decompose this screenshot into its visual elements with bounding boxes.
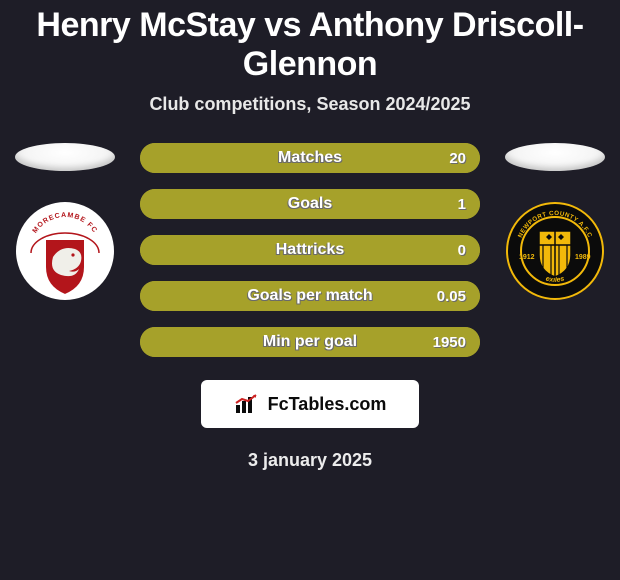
stat-row: Matches 20	[140, 143, 480, 173]
club-crest-left: MORECAMBE FC	[15, 201, 115, 301]
svg-text:1989: 1989	[575, 254, 591, 261]
left-player-column: MORECAMBE FC	[5, 143, 125, 301]
brand-box: FcTables.com	[201, 380, 419, 428]
date-label: 3 january 2025	[0, 450, 620, 471]
stat-value-right: 1950	[433, 327, 466, 357]
stat-value-right: 1	[458, 189, 466, 219]
chart-icon	[234, 393, 262, 415]
stat-label: Goals per match	[247, 287, 372, 305]
stat-row: Goals 1	[140, 189, 480, 219]
svg-text:1912: 1912	[519, 254, 535, 261]
stat-label: Min per goal	[263, 333, 357, 351]
brand-label: FcTables.com	[268, 394, 387, 415]
player-photo-left	[15, 143, 115, 171]
stat-row: Goals per match 0.05	[140, 281, 480, 311]
stat-value-right: 0.05	[437, 281, 466, 311]
stat-label: Goals	[288, 195, 332, 213]
right-player-column: NEWPORT COUNTY A.F.C exiles 1912 1989	[495, 143, 615, 301]
club-crest-right: NEWPORT COUNTY A.F.C exiles 1912 1989	[505, 201, 605, 301]
comparison-area: MORECAMBE FC	[0, 143, 620, 368]
stat-value-right: 20	[449, 143, 466, 173]
page-title: Henry McStay vs Anthony Driscoll-Glennon	[0, 0, 620, 94]
player-photo-right	[505, 143, 605, 171]
stats-panel: Matches 20 Goals 1 Hattricks 0 Goals per match…	[140, 143, 480, 373]
stat-label: Matches	[278, 149, 342, 167]
stat-label: Hattricks	[276, 241, 344, 259]
stat-row: Min per goal 1950	[140, 327, 480, 357]
page-subtitle: Club competitions, Season 2024/2025	[0, 94, 620, 115]
stat-value-right: 0	[458, 235, 466, 265]
stat-row: Hattricks 0	[140, 235, 480, 265]
